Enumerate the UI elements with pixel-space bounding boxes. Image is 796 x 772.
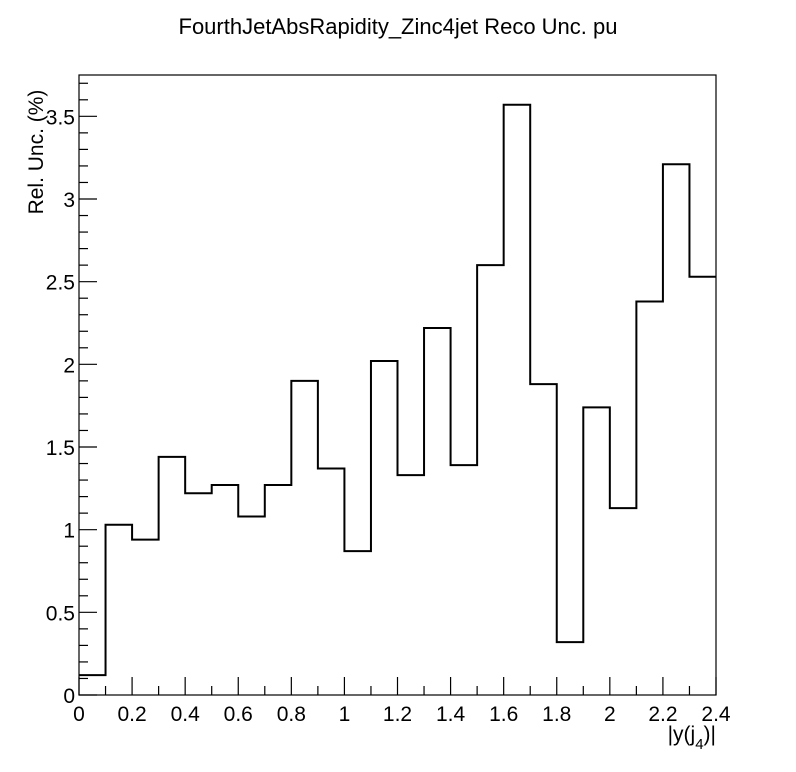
x-axis-label: |y(j4)| bbox=[668, 723, 716, 753]
x-tick-label: 2 bbox=[604, 703, 616, 726]
x-axis-label-close: )| bbox=[704, 723, 716, 746]
y-tick-label: 1.5 bbox=[46, 437, 75, 460]
y-tick-label: 2 bbox=[63, 354, 75, 377]
y-tick-label: 3 bbox=[63, 189, 75, 212]
x-tick-label: 0.8 bbox=[277, 703, 306, 726]
y-tick-label: 3.5 bbox=[46, 106, 75, 129]
x-tick-label: 1.4 bbox=[436, 703, 466, 726]
x-axis-label-subscript: 4 bbox=[695, 736, 703, 753]
axis-ticks bbox=[78, 82, 717, 696]
x-axis-label-main: |y(j bbox=[668, 723, 696, 746]
y-tick-label: 1 bbox=[63, 520, 75, 543]
x-tick-label: 2.2 bbox=[648, 703, 677, 726]
y-tick-label: 2.5 bbox=[46, 272, 75, 295]
x-tick-label: 1 bbox=[339, 703, 351, 726]
x-tick-label: 1.6 bbox=[489, 703, 518, 726]
x-tick-label: 1.2 bbox=[383, 703, 412, 726]
tick-labels: 0 0.2 0.4 0.6 0.8 1 1.2 1.4 1.6 1.8 2 2.2 2.4 0 0.5 1 1.… bbox=[46, 106, 731, 726]
y-tick-label: 0 bbox=[63, 685, 75, 708]
x-tick-label: 2.4 bbox=[701, 703, 731, 726]
x-tick-label: 0.4 bbox=[171, 703, 201, 726]
x-tick-label: 0.6 bbox=[224, 703, 253, 726]
chart-title: FourthJetAbsRapidity_Zinc4jet Reco Unc. … bbox=[179, 14, 618, 39]
x-tick-label: 0.2 bbox=[117, 703, 146, 726]
x-tick-label: 1.8 bbox=[542, 703, 571, 726]
x-tick-label: 0 bbox=[73, 703, 85, 726]
y-axis-label: Rel. Unc. (%) bbox=[25, 90, 48, 215]
plot-frame bbox=[78, 74, 717, 696]
y-tick-label: 0.5 bbox=[46, 602, 75, 625]
histogram-series-line bbox=[79, 103, 716, 677]
